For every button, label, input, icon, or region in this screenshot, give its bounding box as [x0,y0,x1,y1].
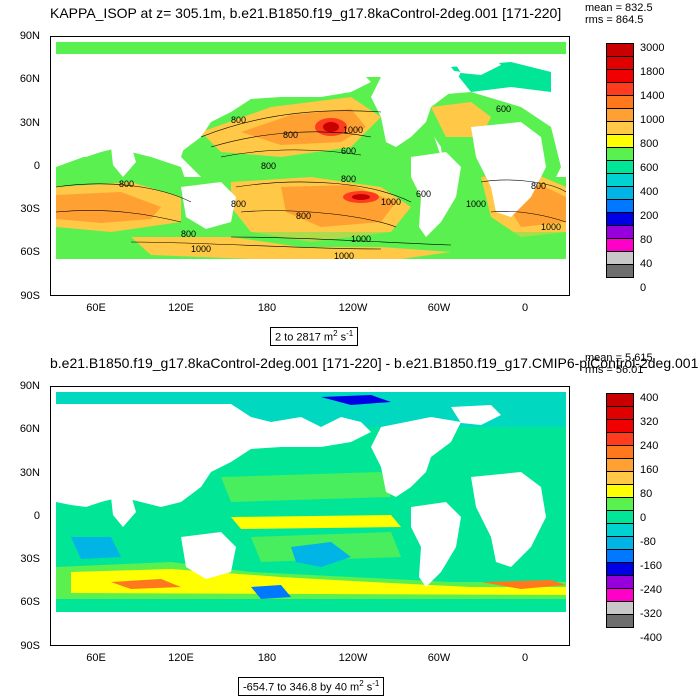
lon-label: 120E [168,652,194,664]
lon-label: 60W [427,652,451,664]
lat-label: 90S [20,290,40,302]
contour-label: 800 [341,174,356,184]
contour-label: 800 [181,229,196,239]
panel2-range-label: -654.7 to 346.8 by 40 m [243,681,360,694]
contour-label: 1000 [541,222,561,232]
panel1-map: 800 800 1000 800 600 800 800 1000 800 60… [50,36,570,296]
lat-label: 30S [20,203,40,215]
colorbar-label: -240 [640,584,663,596]
colorbar-label: 80 [640,234,653,246]
panel1-stats: mean = 832.5 rms = 864.5 [585,2,653,26]
panel1-colorbar [606,43,634,278]
lat-label: 90S [20,640,40,652]
colorbar-label: 0 [640,512,647,524]
panel1-range-box: 2 to 2817 m2 s-1 [270,327,359,346]
panel-bottom: b.e21.B1850.f19_g17.8kaControl-2deg.001 … [0,350,700,700]
contour-label: 800 [119,179,134,189]
colorbar-label: 320 [640,416,659,428]
panel2-mean: mean = 5.615 [585,352,653,364]
lon-label: 120W [338,302,368,314]
contour-label: 800 [231,115,246,125]
lat-label: 90N [19,380,40,392]
contour-label: 800 [296,211,311,221]
colorbar-label: 240 [640,440,659,452]
colorbar-label: 0 [640,282,647,294]
colorbar-label: -80 [640,536,656,548]
contour-label: 1000 [466,199,486,209]
contour-label: 600 [416,189,431,199]
contour-label: 800 [231,199,246,209]
colorbar-label: 160 [640,464,659,476]
lat-label: 60S [20,596,40,608]
panel2-rms: rms = 56.01 [585,364,644,376]
panel1-title: KAPPA_ISOP at z= 305.1m, b.e21.B1850.f19… [50,5,562,21]
contour-label: 800 [531,181,546,191]
contour-label: 1000 [191,244,211,254]
lon-label: 0 [521,652,529,664]
lat-label: 30S [20,553,40,565]
colorbar-label: -320 [640,608,663,620]
colorbar-label: 600 [640,162,659,174]
panel2-stats: mean = 5.615 rms = 56.01 [585,352,653,376]
panel1-map-svg: 800 800 1000 800 600 800 800 1000 800 60… [51,37,569,295]
lat-label: 60N [19,73,40,85]
colorbar-label: 3000 [640,42,665,54]
lat-label: 30N [19,117,40,129]
colorbar-label: 40 [640,258,653,270]
contour-label: 600 [496,104,511,114]
lon-label: 60E [86,652,106,664]
lat-label: 0 [33,510,40,522]
lon-label: 120E [168,302,194,314]
panel2-map [50,386,570,646]
contour-label: 600 [341,146,356,156]
lat-label: 0 [33,160,40,172]
colorbar-label: 400 [640,186,659,198]
contour-label: 1000 [351,234,371,244]
contour-label: 1000 [343,125,363,135]
colorbar-label: 1800 [640,66,665,78]
colorbar-label: -160 [640,560,663,572]
contour-label: 800 [261,161,276,171]
colorbar-label: 80 [640,488,653,500]
panel2-colorbar [606,393,634,628]
colorbar-label: 200 [640,210,659,222]
colorbar-label: 1400 [640,90,665,102]
lon-label: 0 [521,302,529,314]
lon-label: 60W [427,302,451,314]
panel-top: KAPPA_ISOP at z= 305.1m, b.e21.B1850.f19… [19,2,665,346]
lat-label: 90N [19,30,40,42]
colorbar-label: 400 [640,392,659,404]
panel1-mean: mean = 832.5 [585,2,653,14]
lat-label: 60N [19,423,40,435]
colorbar-label: 800 [640,138,659,150]
lon-label: 120W [338,652,368,664]
contour-label: 1000 [334,251,354,261]
contour-label: 1000 [381,197,401,207]
lon-label: 180 [257,652,277,664]
panel1-rms: rms = 864.5 [585,14,644,26]
panel2-title: b.e21.B1850.f19_g17.8kaControl-2deg.001 … [50,355,700,371]
contour-label: 800 [283,130,298,140]
colorbar-label: -400 [640,632,663,644]
lat-label: 60S [20,246,40,258]
panel2-map-svg [51,387,569,645]
panel1-contour-labels: 800 800 1000 800 600 800 800 1000 800 60… [119,104,561,261]
panel1-range-label: 2 to 2817 m [275,331,334,344]
lon-label: 180 [257,302,277,314]
colorbar-label: 1000 [640,114,665,126]
panel2-range-box: -654.7 to 346.8 by 40 m2 s-1 [238,677,385,696]
lon-label: 60E [86,302,106,314]
lat-label: 30N [19,467,40,479]
